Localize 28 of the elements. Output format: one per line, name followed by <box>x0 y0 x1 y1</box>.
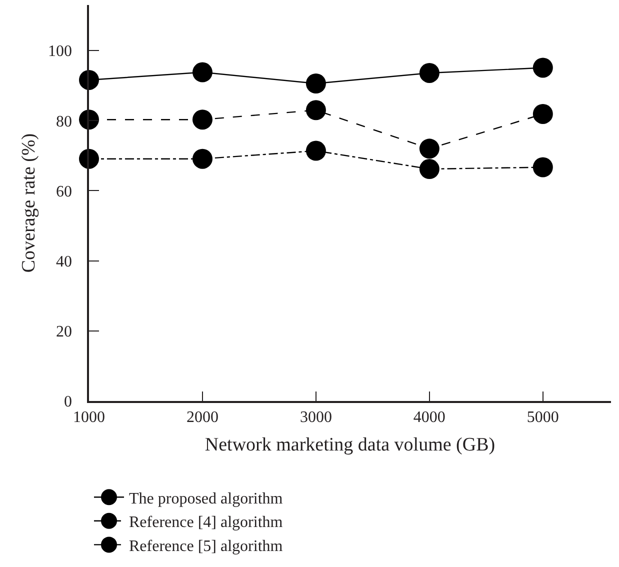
y-tick-label: 60 <box>56 183 72 200</box>
x-tick-label: 1000 <box>73 408 105 426</box>
x-tick-label: 2000 <box>186 408 218 426</box>
x-tick-label: 3000 <box>300 408 332 426</box>
point <box>532 58 553 78</box>
x-axis-title: Network marketing data volume (GB) <box>204 434 496 456</box>
point <box>306 140 326 161</box>
point <box>192 148 212 169</box>
point <box>192 110 212 130</box>
point <box>532 104 553 124</box>
y-axis-title: Coverage rate (%) <box>18 133 40 273</box>
point <box>419 62 440 83</box>
point <box>419 138 440 159</box>
y-tick-label: 40 <box>56 253 72 270</box>
point <box>532 157 553 178</box>
y-tick-label: 100 <box>48 43 72 60</box>
legend-label: Reference [5] algorithm <box>129 538 284 555</box>
y-tick-label: 80 <box>56 113 72 130</box>
y-tick-label: 0 <box>64 394 72 411</box>
x-tick-label: 5000 <box>526 408 559 426</box>
y-tick-label: 20 <box>56 324 72 341</box>
point <box>419 159 440 179</box>
legend-label: Reference [4] algorithm <box>129 514 284 532</box>
legend-label: The proposed algorithm <box>129 490 284 508</box>
x-tick-label: 4000 <box>413 408 446 426</box>
point <box>306 74 326 94</box>
point <box>192 62 212 82</box>
point <box>306 100 326 120</box>
